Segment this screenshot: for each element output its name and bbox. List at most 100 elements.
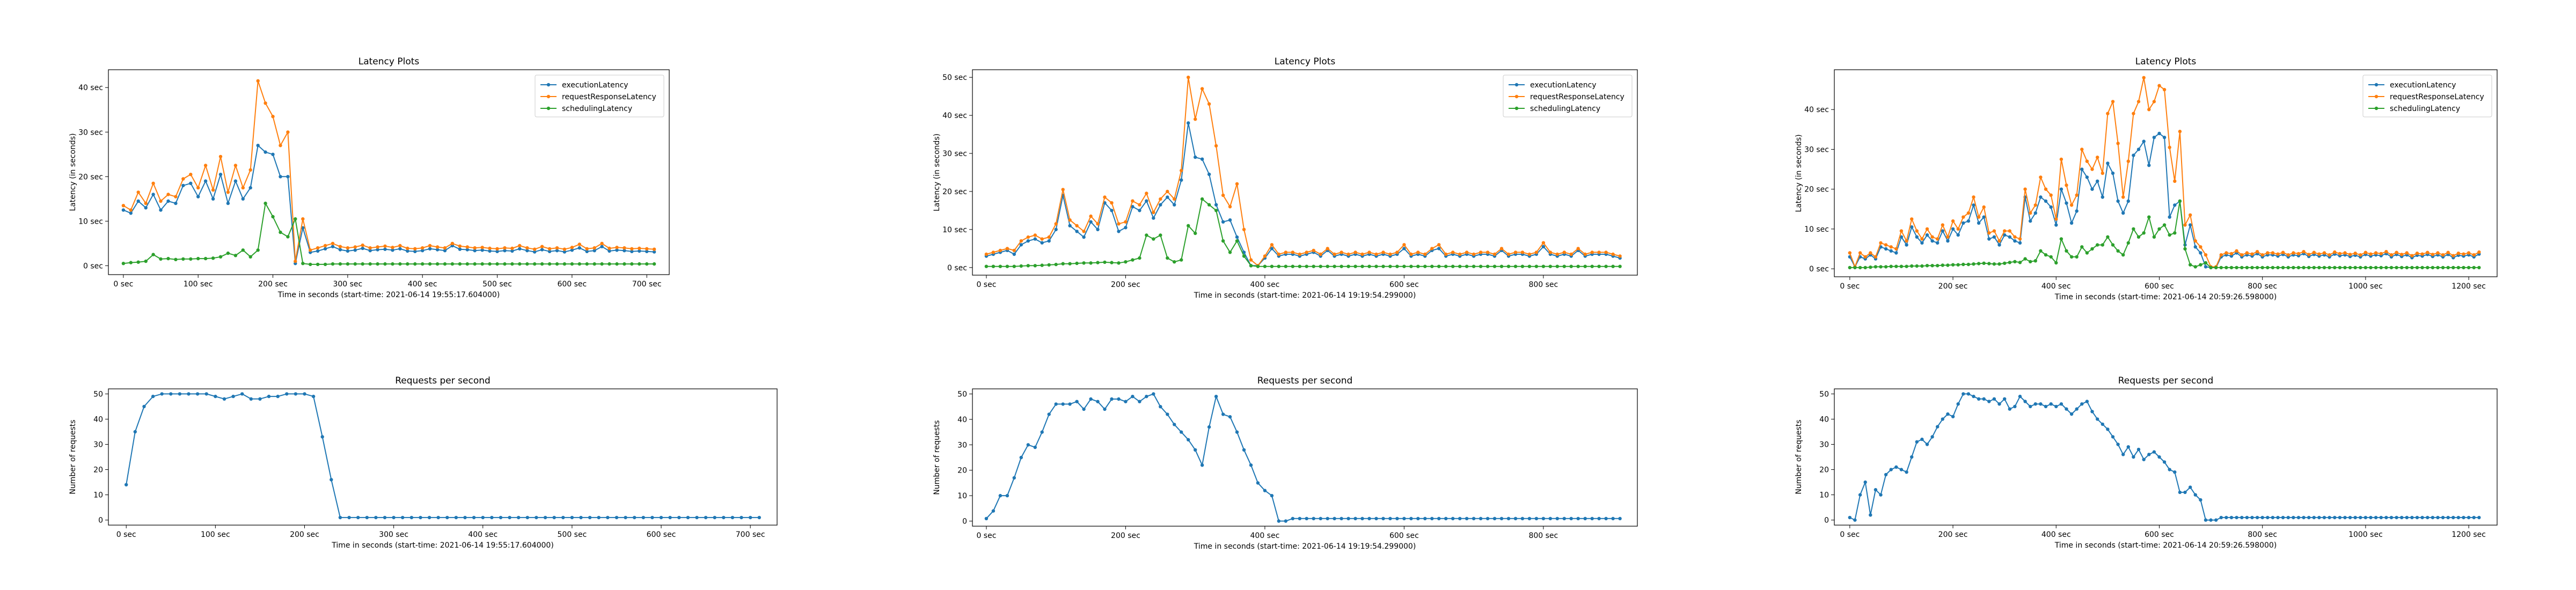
data-point (2147, 453, 2151, 456)
data-point (1863, 480, 1867, 484)
data-point (1152, 216, 1155, 220)
legend-label: requestResponseLatency (2390, 93, 2484, 101)
data-point (2033, 402, 2037, 406)
data-point (1534, 517, 1539, 520)
data-point (1884, 473, 1888, 477)
data-point (1173, 197, 1176, 201)
data-point (2018, 394, 2022, 399)
legend-label: schedulingLatency (562, 105, 632, 113)
data-point (757, 515, 762, 520)
data-point (2395, 515, 2398, 520)
data-point (256, 248, 260, 252)
data-point (547, 262, 552, 266)
data-point (1173, 260, 1176, 264)
data-point (2162, 460, 2167, 464)
data-point (540, 248, 544, 252)
data-point (2116, 442, 2120, 446)
data-point (2029, 260, 2032, 263)
data-point (1930, 435, 1934, 439)
data-point (998, 493, 1002, 498)
data-point (2183, 247, 2187, 251)
data-point (2369, 515, 2373, 520)
y-tick-label: 50 (957, 390, 967, 399)
data-point (630, 247, 634, 250)
data-point (1409, 264, 1413, 268)
data-point (1583, 264, 1587, 268)
data-point (361, 262, 364, 266)
data-point (2189, 213, 2192, 217)
data-point (398, 262, 402, 266)
data-point (1173, 423, 1176, 426)
legend-label: executionLatency (562, 81, 628, 90)
data-point (1899, 468, 1904, 471)
data-point (1992, 262, 1996, 266)
data-point (1930, 235, 1934, 239)
data-point (2477, 515, 2481, 520)
y-tick-label: 0 sec (947, 264, 967, 272)
y-tick-label: 20 (957, 467, 967, 475)
data-point (1982, 215, 1986, 219)
data-point (1263, 489, 1267, 492)
data-point (1920, 241, 1924, 245)
data-point (991, 250, 996, 254)
data-point (443, 246, 447, 250)
data-point (2039, 175, 2043, 179)
data-point (226, 190, 230, 194)
data-point (2173, 179, 2177, 183)
data-point (1173, 203, 1176, 206)
data-point (1966, 211, 1971, 215)
data-point (2152, 100, 2156, 104)
data-point (2069, 255, 2074, 259)
data-point (391, 246, 394, 249)
data-point (121, 262, 126, 266)
data-point (2462, 266, 2465, 270)
data-point (368, 249, 372, 253)
legend-marker (2374, 106, 2379, 110)
data-point (323, 244, 327, 248)
data-point (984, 517, 989, 520)
data-point (2183, 490, 2187, 495)
data-point (2338, 252, 2342, 256)
data-point (2245, 515, 2249, 520)
data-point (2338, 515, 2342, 520)
data-point (2023, 257, 2027, 261)
data-point (1235, 235, 1239, 239)
data-point (1138, 203, 1141, 206)
data-point (570, 515, 574, 520)
data-point (2152, 136, 2156, 139)
data-point (2322, 251, 2326, 255)
data-point (2049, 402, 2053, 406)
data-point (2328, 253, 2331, 257)
data-point (1874, 488, 1878, 492)
y-axis-label: Latency (in seconds) (1795, 134, 1803, 212)
data-point (1381, 264, 1385, 268)
data-point (2204, 253, 2208, 257)
data-point (1096, 227, 1100, 232)
data-point (677, 515, 681, 520)
y-tick-label: 20 sec (942, 188, 967, 196)
data-point (600, 262, 604, 266)
data-point (2199, 263, 2202, 267)
x-tick-label: 0 sec (1840, 530, 1860, 539)
data-point (413, 247, 417, 250)
data-point (2229, 515, 2234, 520)
data-point (2085, 400, 2089, 403)
data-point (1915, 229, 1919, 233)
data-point (1910, 264, 1914, 268)
data-point (2456, 266, 2461, 270)
data-point (1977, 221, 1981, 225)
data-point (218, 154, 223, 159)
data-point (1894, 247, 1898, 251)
data-point (1956, 227, 1960, 231)
data-point (1033, 264, 1037, 268)
data-point (1946, 412, 1950, 416)
data-point (2343, 515, 2347, 520)
data-point (1884, 265, 1888, 269)
data-point (2276, 266, 2280, 270)
data-point (2467, 251, 2471, 255)
data-point (518, 262, 522, 266)
data-point (722, 515, 726, 520)
data-point (2250, 266, 2254, 270)
data-point (2271, 266, 2275, 270)
